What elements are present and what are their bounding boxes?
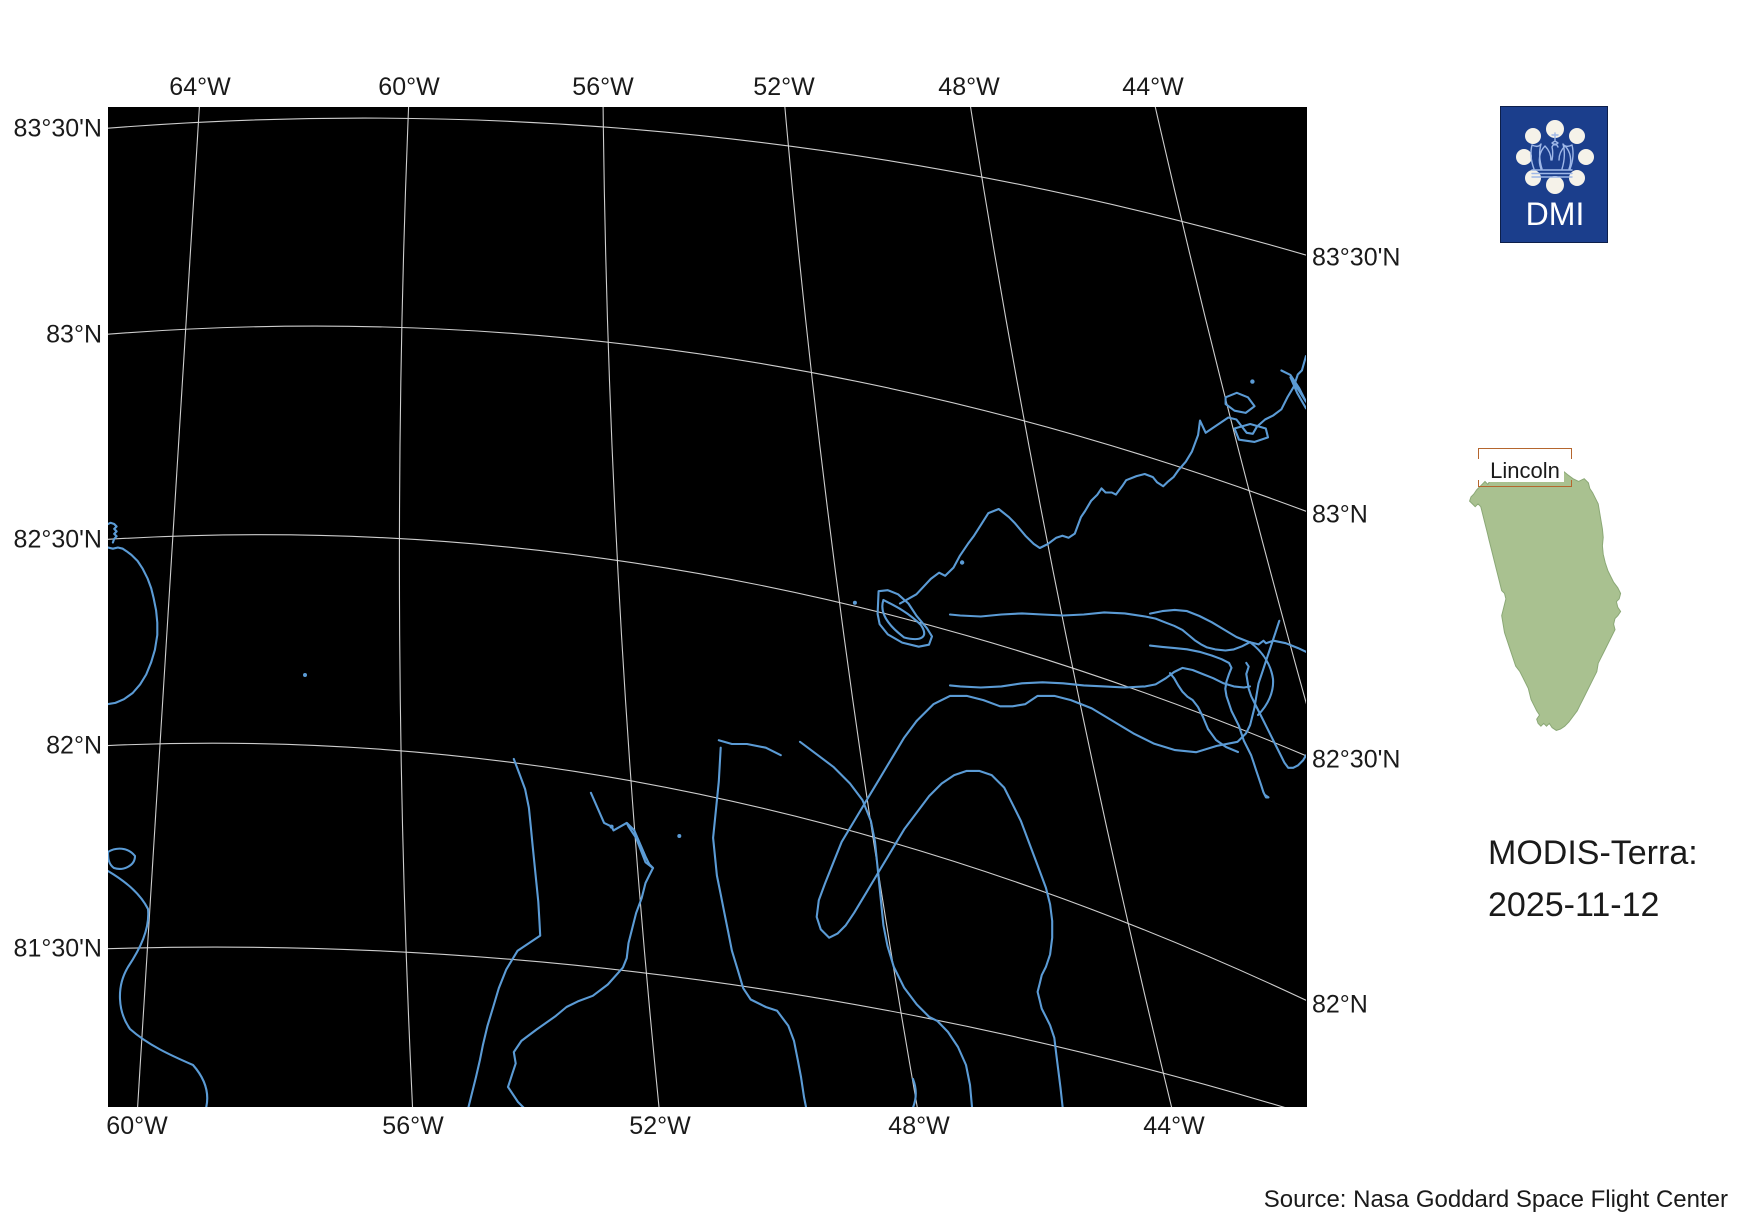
svg-text:DMI: DMI: [1526, 196, 1585, 232]
